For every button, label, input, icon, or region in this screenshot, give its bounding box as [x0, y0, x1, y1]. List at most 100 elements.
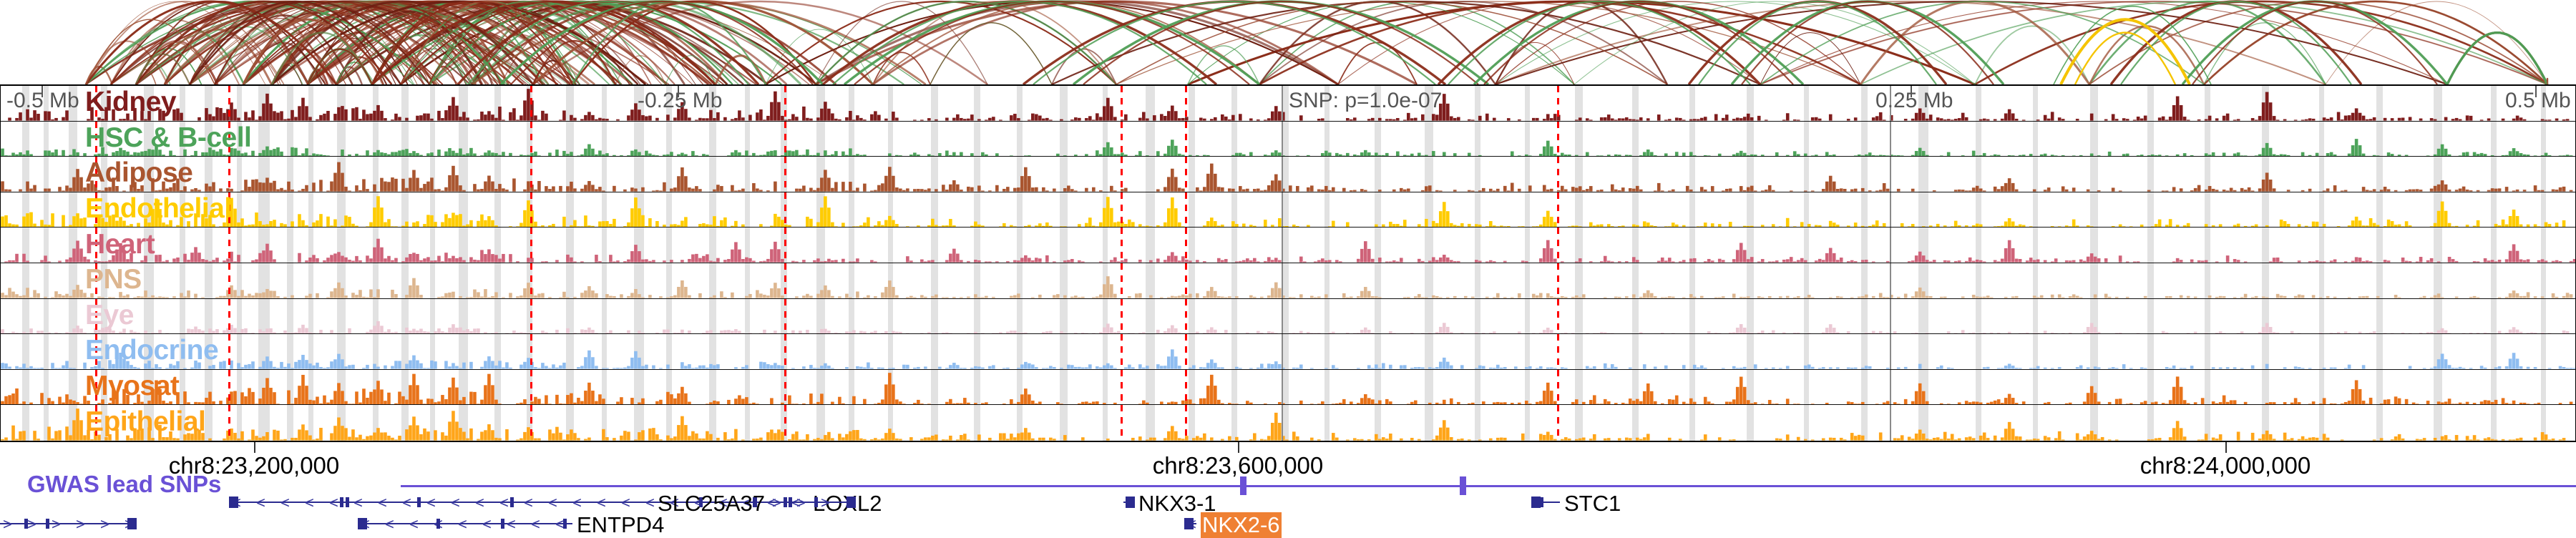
snp-marker-line	[784, 405, 786, 441]
track-endothelial[interactable]: Endothelial	[1, 192, 2575, 228]
gwas-lead-snp-marker[interactable]	[1240, 476, 1246, 495]
exon-marker	[346, 497, 349, 507]
gwas-lead-snp-track: GWAS lead SNPs	[0, 471, 2576, 497]
snp-threshold-label: SNP: p=1.0e-07	[1289, 89, 1443, 112]
strand-arrow-icon: >	[772, 494, 781, 512]
snp-marker-line	[1185, 298, 1187, 334]
signal-histogram	[1, 409, 2566, 441]
snp-marker-line	[228, 369, 230, 405]
axis-coordinate-label: chr8:23,600,000	[1152, 452, 1324, 479]
gwas-track-label: GWAS lead SNPs	[27, 471, 222, 497]
gene-model[interactable]: <<<<<<<<<<<<<<<<<<<<<<<<LOXL2	[229, 491, 882, 516]
exon-marker	[510, 497, 514, 507]
strand-arrow-icon: <	[451, 494, 460, 512]
gene-label[interactable]: NKX2-6	[1201, 512, 1282, 538]
strand-arrow-icon: >	[76, 515, 85, 533]
track-adipose[interactable]: Adipose	[1, 157, 2575, 192]
strand-arrow-icon: >	[796, 494, 806, 512]
gwas-lead-snp-marker[interactable]	[1460, 476, 1466, 495]
gene-model[interactable]: >NKX3-1	[1123, 491, 1216, 516]
snp-marker-line	[530, 86, 532, 121]
gene-model[interactable]: >>>>SLC25A37	[658, 491, 856, 516]
snp-marker-line	[1185, 86, 1187, 121]
track-myosat[interactable]: Myosat	[1, 369, 2575, 406]
exon-marker	[753, 497, 756, 507]
strand-arrow-icon: <	[743, 494, 752, 512]
strand-arrow-icon: >	[3, 515, 12, 533]
snp-marker-line	[1185, 405, 1187, 441]
strand-arrow-icon: <	[305, 494, 314, 512]
strand-arrow-icon: <	[329, 494, 338, 512]
position-marker-line	[1890, 121, 1891, 157]
position-marker-line	[1890, 86, 1891, 121]
relative-position-tick	[42, 86, 43, 97]
strand-arrow-icon: <	[378, 494, 387, 512]
gene-label[interactable]: STC1	[1564, 491, 1621, 516]
relative-position-label: 0.25 Mb	[1875, 89, 1953, 112]
gene-label[interactable]: ENTPD4	[577, 512, 665, 537]
exon-marker	[46, 519, 49, 529]
strand-arrow-icon: <	[426, 494, 436, 512]
gwas-baseline	[401, 485, 2576, 487]
snp-marker-line	[530, 369, 532, 405]
open-chromatin-shading	[1, 121, 2575, 157]
snp-marker-line	[95, 298, 97, 334]
gene-intron-line	[769, 502, 855, 503]
snp-marker-line	[1557, 121, 1559, 157]
signal-histogram	[4, 239, 2575, 263]
track-kidney[interactable]: Kidney -0.5 Mb -0.25 Mb 0.25 Mb 0.5 Mb SNP: p…	[1, 86, 2575, 122]
snp-marker-line	[1121, 157, 1123, 192]
snp-marker-line	[1185, 192, 1187, 228]
strand-arrow-icon: <	[718, 494, 728, 512]
gene-label[interactable]: NKX3-1	[1138, 491, 1216, 516]
strand-arrow-icon: <	[555, 515, 565, 533]
gene-intron-line	[0, 523, 136, 524]
snp-marker-line	[95, 86, 97, 121]
strand-arrow-icon: <	[409, 515, 419, 533]
gene-model[interactable]: <STC1	[1531, 491, 1621, 516]
strand-arrow-icon: >	[100, 515, 109, 533]
position-marker-line	[1890, 228, 1891, 263]
gene-terminus-block	[1531, 497, 1541, 508]
snp-marker-line	[1121, 192, 1123, 228]
strand-arrow-icon: <	[621, 494, 630, 512]
track-epithelial[interactable]: Epithelial	[1, 405, 2575, 441]
open-chromatin-shading	[1, 263, 2575, 298]
gene-model[interactable]: <<<<<<<<<ENTPD4	[358, 512, 664, 537]
open-chromatin-shading	[1, 228, 2575, 263]
snp-marker-line	[530, 263, 532, 298]
track-hsc-b-cell[interactable]: HSC & B-cell	[1, 121, 2575, 157]
snp-marker-line	[1557, 192, 1559, 228]
position-marker-line	[1282, 263, 1283, 298]
track-heart[interactable]: Heart	[1, 228, 2575, 263]
track-pns[interactable]: PNS	[1, 263, 2575, 299]
snp-marker-line	[530, 121, 532, 157]
gene-label[interactable]: SLC25A37	[658, 491, 765, 516]
snp-marker-line	[1557, 86, 1559, 121]
gene-model[interactable]: >>>>>>R3HCC1	[0, 515, 137, 533]
snp-marker-line	[784, 334, 786, 369]
track-eye[interactable]: Eye	[1, 298, 2575, 335]
track-endocrine[interactable]: Endocrine	[1, 334, 2575, 370]
axis-coordinate-label: chr8:23,200,000	[168, 452, 340, 479]
snp-marker-line	[95, 192, 97, 228]
position-marker-line	[1282, 228, 1283, 263]
axis-tick	[2225, 442, 2227, 453]
strand-arrow-icon: <	[280, 494, 290, 512]
strand-arrow-icon: <	[499, 494, 509, 512]
signal-histogram	[1, 321, 2570, 334]
axis-tick	[1238, 442, 1239, 453]
snp-marker-line	[1557, 263, 1559, 298]
position-marker-line	[1890, 263, 1891, 298]
relative-position-label: -0.25 Mb	[638, 89, 723, 112]
position-marker-line	[1282, 298, 1283, 334]
snp-marker-line	[530, 228, 532, 263]
gene-model[interactable]: <NKX2-6	[1184, 512, 1282, 538]
position-marker-line	[1282, 157, 1283, 192]
gene-terminus-block	[1184, 518, 1194, 529]
strand-arrow-icon: <	[507, 515, 516, 533]
snp-marker-line	[1121, 334, 1123, 369]
position-marker-line	[1890, 192, 1891, 228]
snp-marker-line	[1557, 298, 1559, 334]
